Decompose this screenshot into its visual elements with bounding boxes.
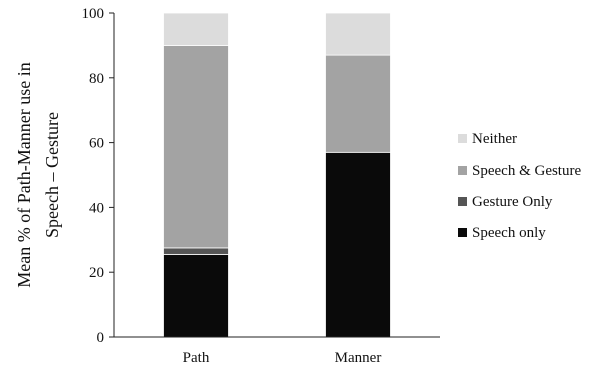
- legend: Neither Speech & Gesture Gesture Only Speec…: [458, 131, 581, 241]
- legend-swatch: [458, 134, 467, 143]
- legend-label: Neither: [472, 131, 517, 147]
- x-axis-labels: Path Manner: [183, 350, 382, 366]
- y-axis-title: Mean % of Path-Manner use in Speech – Ges…: [14, 62, 62, 287]
- legend-label: Speech only: [472, 225, 546, 241]
- bar-segment: [163, 247, 229, 255]
- x-tick-label: Path: [183, 350, 210, 366]
- y-tick-label: 20: [89, 265, 104, 281]
- bar-segment: [163, 253, 229, 338]
- y-tick-label: 100: [82, 6, 105, 22]
- legend-swatch: [458, 197, 467, 206]
- bars: [163, 12, 391, 338]
- bar-segment: [163, 12, 229, 46]
- legend-swatch: [458, 228, 467, 237]
- bar-segment: [325, 12, 391, 56]
- x-tick-label: Manner: [335, 350, 382, 366]
- y-axis-title-line: Mean % of Path-Manner use in: [14, 62, 34, 287]
- legend-label: Speech & Gesture: [472, 163, 581, 179]
- y-axis-ticks: 0 20 40 60 80 100: [82, 6, 114, 346]
- bar-segment: [163, 45, 229, 249]
- bar-segment: [325, 54, 391, 153]
- bar-segment: [325, 151, 391, 338]
- legend-swatch: [458, 166, 467, 175]
- y-tick-label: 0: [97, 330, 105, 346]
- y-tick-label: 80: [89, 71, 104, 87]
- y-tick-label: 60: [89, 136, 104, 152]
- y-axis-title-line: Speech – Gesture: [42, 112, 62, 238]
- y-tick-label: 40: [89, 200, 104, 216]
- legend-label: Gesture Only: [472, 194, 553, 210]
